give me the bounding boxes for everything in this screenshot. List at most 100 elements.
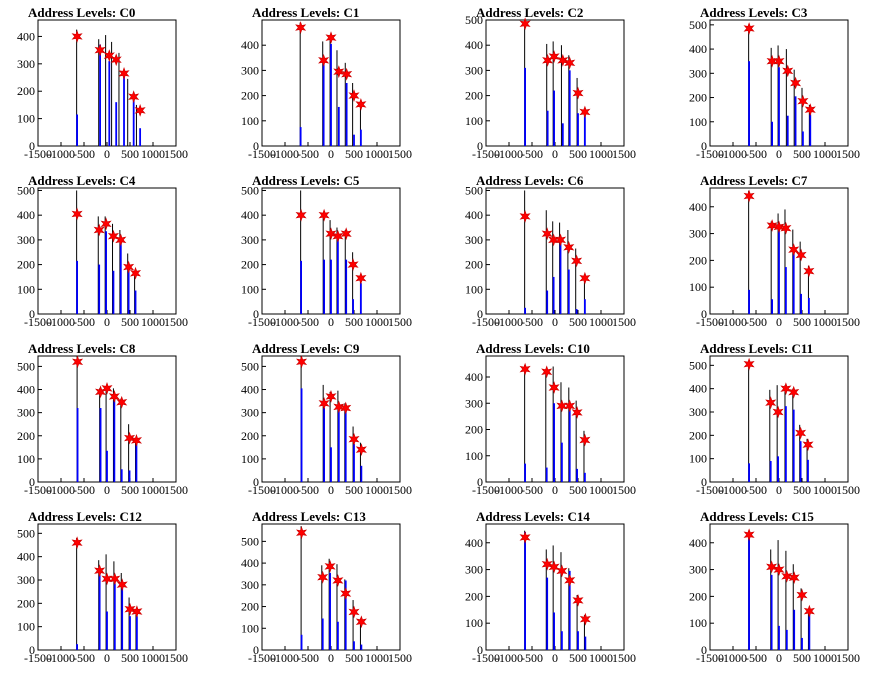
x-tick-label: -500 (297, 315, 319, 329)
star-marker (773, 220, 785, 234)
x-tick-label: 500 (793, 315, 811, 329)
chart-title: Address Levels: C0 (28, 5, 135, 20)
x-tick-label: -500 (745, 147, 767, 161)
chart-title: Address Levels: C7 (700, 173, 808, 188)
y-tick-label: 300 (17, 573, 35, 587)
chart-title: Address Levels: C6 (476, 173, 584, 188)
x-tick-label: 1500 (612, 147, 636, 161)
x-tick-label: -1500 (24, 147, 52, 161)
x-tick-label: -1000 (719, 483, 747, 497)
star-marker (115, 233, 127, 247)
star-marker (93, 223, 105, 237)
x-tick-label: -1500 (696, 147, 724, 161)
x-tick-label: 1500 (388, 483, 412, 497)
x-tick-label: -500 (73, 147, 95, 161)
y-tick-label: 200 (689, 589, 707, 603)
star-marker (340, 227, 352, 241)
y-tick-label: 300 (689, 227, 707, 241)
y-tick-label: 400 (465, 208, 483, 222)
x-tick-label: -1500 (24, 315, 52, 329)
x-tick-label: -1500 (472, 483, 500, 497)
x-tick-label: 0 (328, 147, 334, 161)
y-tick-label: 0 (701, 139, 707, 153)
chart-panel-12: Address Levels: C12 0 100 200 300 400 500 -1500… (17, 509, 188, 665)
x-tick-label: 500 (345, 483, 363, 497)
x-tick-label: 500 (121, 315, 139, 329)
y-tick-label: 500 (17, 526, 35, 540)
star-marker (355, 271, 367, 285)
star-marker (780, 221, 792, 235)
y-tick-label: 400 (241, 556, 259, 570)
star-marker (796, 588, 808, 602)
x-tick-label: -1500 (472, 147, 500, 161)
x-tick-label: 500 (121, 147, 139, 161)
x-tick-label: 1000 (141, 483, 165, 497)
x-tick-label: -1000 (47, 147, 75, 161)
y-tick-label: 200 (241, 258, 259, 272)
y-tick-label: 100 (689, 280, 707, 294)
x-tick-label: -1000 (495, 315, 523, 329)
x-tick-label: 0 (552, 483, 558, 497)
star-marker (325, 31, 337, 45)
star-marker (107, 229, 119, 243)
chart-panel-11: Address Levels: C11 0 100 200 300 400 500 -1500… (689, 341, 860, 497)
y-tick-label: 0 (477, 643, 483, 657)
x-tick-label: 1500 (164, 315, 188, 329)
y-tick-label: 200 (465, 589, 483, 603)
x-tick-label: -1500 (24, 651, 52, 665)
x-tick-label: -500 (297, 483, 319, 497)
star-marker (333, 400, 345, 414)
plot-frame (485, 187, 625, 315)
star-marker (341, 67, 353, 81)
chart-title: Address Levels: C15 (700, 509, 814, 524)
x-tick-label: -1500 (248, 147, 276, 161)
plot-frame (709, 355, 849, 483)
chart-panel-8: Address Levels: C80100200300400500-1500-… (17, 341, 188, 497)
star-marker (325, 390, 337, 403)
y-tick-label: 300 (241, 233, 259, 247)
chart-title: Address Levels: C4 (28, 173, 136, 188)
star-marker (782, 64, 794, 78)
star-marker (318, 53, 330, 67)
chart-title: Address Levels: C2 (476, 5, 583, 20)
star-marker (803, 264, 815, 278)
x-tick-label: 1000 (813, 651, 837, 665)
star-marker (541, 557, 553, 571)
x-tick-label: -1500 (696, 483, 724, 497)
star-marker (108, 390, 120, 403)
x-tick-label: -1500 (472, 315, 500, 329)
y-tick-label: 200 (241, 600, 259, 614)
star-marker (124, 602, 136, 616)
x-tick-label: 500 (121, 483, 139, 497)
chart-panel-15: Address Levels: C15 0 100 200 300 400 -1500-10… (689, 509, 860, 665)
star-marker (340, 587, 352, 600)
x-tick-label: 1500 (836, 147, 860, 161)
x-tick-label: 0 (776, 483, 782, 497)
y-tick-label: 100 (241, 282, 259, 296)
star-marker (743, 22, 755, 35)
y-tick-label: 200 (465, 258, 483, 272)
x-tick-label: 500 (345, 315, 363, 329)
y-tick-label: 200 (17, 258, 35, 272)
star-marker (295, 21, 307, 34)
x-tick-label: 0 (776, 147, 782, 161)
x-tick-label: 0 (552, 315, 558, 329)
x-tick-label: -500 (745, 651, 767, 665)
y-tick-label: 200 (241, 429, 259, 443)
x-tick-label: 0 (104, 147, 110, 161)
x-tick-label: 500 (569, 483, 587, 497)
y-tick-label: 300 (17, 57, 35, 71)
star-marker (766, 219, 778, 232)
y-tick-label: 500 (17, 359, 35, 373)
x-tick-label: -1500 (248, 651, 276, 665)
chart-title: Address Levels: C10 (476, 341, 590, 356)
star-marker (131, 605, 143, 618)
plot-frame (37, 19, 177, 147)
y-tick-label: 0 (477, 307, 483, 321)
y-tick-label: 500 (689, 358, 707, 372)
star-marker (579, 433, 591, 447)
x-tick-label: -1000 (719, 147, 747, 161)
y-tick-label: 500 (241, 359, 259, 373)
